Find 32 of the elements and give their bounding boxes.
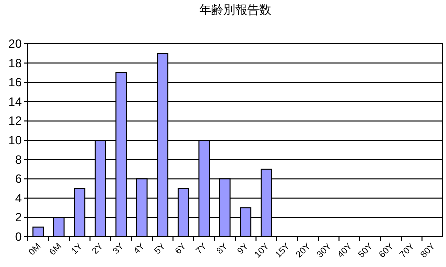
y-tick-label: 10 [8,134,22,148]
y-tick-label: 4 [15,191,22,206]
y-tick-label: 16 [8,76,22,90]
y-tick-label: 8 [15,152,22,167]
y-tick-label: 0 [15,230,22,244]
x-tick-label: 40Y [336,241,354,260]
bar [32,226,44,238]
x-tick-label: 6M [48,241,64,258]
y-tick-label: 6 [15,172,22,186]
y-tick-label: 2 [15,210,22,225]
x-tick-label: 6Y [173,241,188,256]
x-tick-label: 7Y [194,241,209,256]
x-tick-label: 5Y [152,241,168,256]
x-tick-label: 30Y [314,241,334,260]
y-tick-label: 20 [8,37,22,51]
x-tick-label: 60Y [377,241,396,260]
x-tick-label: 4Y [132,241,147,256]
x-tick-label: 80Y [418,241,438,260]
x-tick-label: 20Y [294,241,313,260]
y-tick-label: 14 [8,94,22,109]
y-tick-label: 18 [8,56,22,70]
x-tick-label: 9Y [235,241,250,256]
x-tick-label: 0M [26,241,43,258]
x-tick-label: 1Y [69,241,84,256]
y-tick-label: 12 [8,114,22,128]
title: 年齢別報告数 [200,3,272,17]
x-tick-label: 3Y [110,241,126,256]
x-tick-label: 10Y [252,241,272,260]
x-tick-label: 50Y [356,241,375,260]
x-tick-label: 8Y [214,241,230,256]
x-tick-label: 70Y [398,241,416,260]
x-tick-label: 2Y [90,241,106,256]
